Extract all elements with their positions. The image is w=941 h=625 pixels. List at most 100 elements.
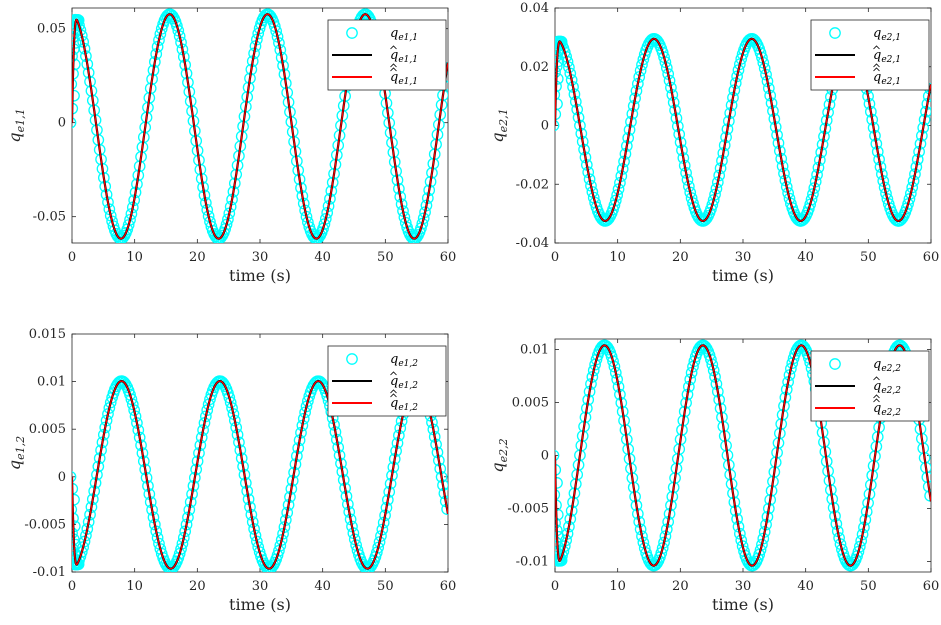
marker-point	[896, 211, 909, 224]
y-tick-label: 0.01	[37, 375, 66, 390]
x-tick-label: 30	[252, 250, 269, 265]
x-axis-label: time (s)	[229, 595, 291, 614]
legend-hat	[873, 67, 880, 72]
marker-point	[78, 535, 91, 548]
marker-point	[852, 545, 865, 558]
marker-point	[72, 520, 81, 533]
y-axis-label-group: qe2,2	[488, 438, 510, 472]
legend-label: qe1,2	[390, 374, 418, 391]
marker-point	[270, 25, 283, 37]
marker-point	[561, 55, 574, 68]
legend-hat	[390, 63, 397, 68]
marker-point	[222, 213, 234, 226]
legend-label: qe1,1	[390, 26, 418, 43]
marker-point	[373, 536, 386, 548]
x-tick-label: 40	[797, 579, 814, 594]
marker-point	[658, 536, 670, 549]
marker-point	[732, 64, 745, 76]
y-axis-label-sub: e2,2	[497, 438, 510, 462]
y-tick-label: 0	[541, 449, 549, 464]
marker-point	[782, 187, 794, 199]
y-tick-label: 0	[58, 470, 66, 485]
marker-point	[72, 471, 77, 483]
x-tick-label: 10	[126, 579, 143, 594]
marker-point	[555, 119, 560, 132]
x-tick-label: 10	[126, 250, 143, 265]
marker-point	[155, 22, 168, 35]
marker-point	[223, 391, 236, 404]
marker-point	[903, 193, 916, 205]
legend-label: qe1,2	[390, 352, 418, 369]
x-tick-label: 40	[797, 250, 814, 265]
marker-point	[607, 355, 619, 368]
legend-marker	[829, 358, 841, 370]
x-tick-label: 40	[314, 579, 331, 594]
marker-point	[709, 188, 721, 201]
marker-point	[687, 197, 699, 209]
marker-point	[707, 194, 720, 206]
legend-marker	[346, 353, 358, 365]
y-axis-label: qe2,1	[488, 108, 510, 142]
marker-point	[785, 362, 797, 375]
legend-label-base: q	[873, 357, 881, 372]
legend-label-sub: e1,2	[398, 381, 418, 391]
legend-label: qe1,1	[390, 70, 418, 87]
legend-hat	[390, 393, 397, 398]
legend: qe1,2 qe1,2 qe1,2	[327, 345, 447, 417]
legend-label: qe2,1	[873, 26, 901, 43]
marker-point	[125, 393, 138, 406]
marker-point	[204, 393, 216, 406]
marker-point	[75, 29, 88, 42]
marker-point	[122, 219, 135, 231]
y-tick-label: -0.04	[516, 236, 549, 251]
legend-marker	[829, 27, 841, 39]
marker-point	[754, 544, 767, 556]
marker-point	[660, 62, 673, 74]
y-tick-label: -0.005	[507, 501, 549, 516]
legend-label: qe2,2	[873, 401, 901, 418]
marker-point	[555, 72, 564, 85]
marker-point	[126, 398, 139, 411]
legend-hat	[873, 376, 880, 381]
legend-label: qe1,2	[390, 396, 418, 413]
marker-point	[318, 218, 331, 230]
x-tick-label: 60	[440, 250, 457, 265]
marker-point	[845, 559, 858, 572]
legend-label-sub: e1,2	[398, 403, 418, 413]
legend-hat	[390, 389, 397, 394]
y-tick-label: -0.02	[516, 177, 549, 192]
marker-point	[785, 197, 797, 210]
marker-point	[117, 375, 129, 388]
y-tick-label: -0.01	[33, 565, 66, 580]
plot-series	[555, 339, 931, 572]
y-tick-label: -0.05	[33, 210, 66, 225]
y-tick-label: 0.02	[520, 60, 549, 75]
x-tick-label: 10	[609, 579, 626, 594]
x-tick-label: 60	[923, 250, 940, 265]
marker-point	[637, 536, 650, 549]
marker-point	[655, 547, 668, 559]
marker-point	[555, 477, 563, 489]
marker-point	[72, 527, 78, 540]
marker-point	[160, 11, 172, 24]
marker-point	[220, 218, 233, 231]
series-line-doublehat	[72, 13, 448, 240]
marker-point	[586, 186, 599, 198]
y-axis-label-base: q	[5, 460, 24, 470]
marker-point	[904, 187, 917, 200]
x-tick-label: 30	[735, 579, 752, 594]
marker-point	[684, 186, 697, 199]
marker-point	[902, 198, 914, 210]
y-tick-label: 0.01	[520, 343, 549, 358]
marker-point	[268, 20, 281, 33]
x-tick-label: 20	[672, 579, 689, 594]
legend-label-base: q	[390, 70, 398, 85]
legend-hat	[390, 67, 397, 72]
marker-point	[251, 535, 263, 548]
y-axis-label-sub: e1,1	[14, 108, 27, 132]
marker-point	[302, 216, 314, 229]
marker-point	[124, 213, 136, 226]
